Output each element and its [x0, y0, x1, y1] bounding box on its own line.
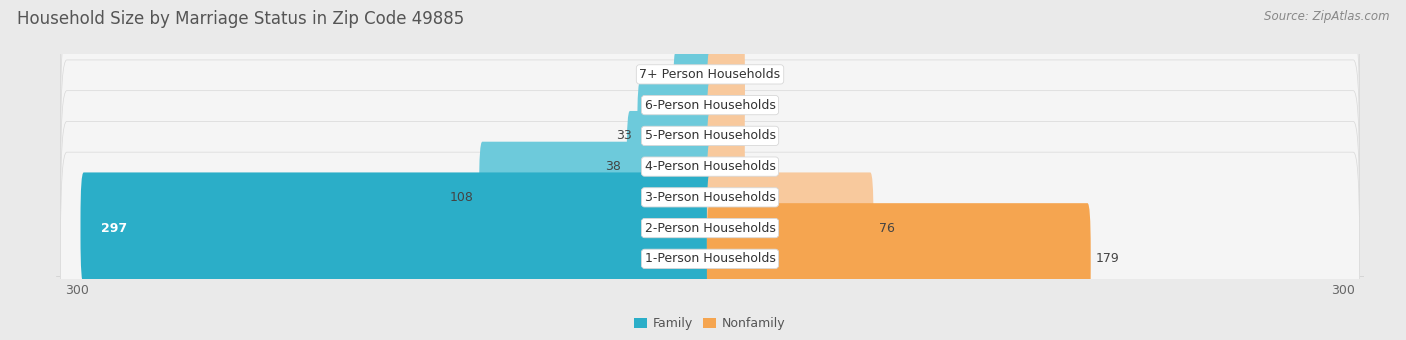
Text: 16: 16	[652, 99, 668, 112]
Text: 38: 38	[606, 160, 621, 173]
FancyBboxPatch shape	[479, 142, 713, 253]
FancyBboxPatch shape	[673, 50, 713, 161]
FancyBboxPatch shape	[60, 0, 1360, 212]
FancyBboxPatch shape	[707, 172, 873, 284]
FancyBboxPatch shape	[707, 19, 745, 130]
FancyBboxPatch shape	[60, 152, 1360, 340]
FancyBboxPatch shape	[707, 111, 745, 222]
Text: 1-Person Households: 1-Person Households	[644, 252, 776, 265]
Text: 2-Person Households: 2-Person Households	[644, 222, 776, 235]
FancyBboxPatch shape	[60, 60, 1360, 273]
Text: 297: 297	[101, 222, 127, 235]
FancyBboxPatch shape	[637, 80, 713, 191]
Text: 0: 0	[751, 160, 758, 173]
FancyBboxPatch shape	[707, 50, 745, 161]
FancyBboxPatch shape	[707, 203, 1091, 314]
Text: 7+ Person Households: 7+ Person Households	[640, 68, 780, 81]
FancyBboxPatch shape	[707, 80, 717, 191]
Text: 7: 7	[679, 68, 688, 81]
Text: 6-Person Households: 6-Person Households	[644, 99, 776, 112]
Text: 3-Person Households: 3-Person Households	[644, 191, 776, 204]
Text: 33: 33	[616, 129, 633, 142]
FancyBboxPatch shape	[692, 19, 713, 130]
Text: Source: ZipAtlas.com: Source: ZipAtlas.com	[1264, 10, 1389, 23]
FancyBboxPatch shape	[627, 111, 713, 222]
Text: 0: 0	[751, 68, 758, 81]
Text: 0: 0	[751, 191, 758, 204]
FancyBboxPatch shape	[60, 91, 1360, 304]
Text: 5-Person Households: 5-Person Households	[644, 129, 776, 142]
Text: 108: 108	[450, 191, 474, 204]
FancyBboxPatch shape	[707, 142, 745, 253]
Text: 76: 76	[879, 222, 894, 235]
Legend: Family, Nonfamily: Family, Nonfamily	[630, 312, 790, 335]
Text: 4-Person Households: 4-Person Households	[644, 160, 776, 173]
Text: 0: 0	[751, 99, 758, 112]
FancyBboxPatch shape	[80, 172, 713, 284]
Text: 179: 179	[1097, 252, 1119, 265]
FancyBboxPatch shape	[60, 0, 1360, 181]
FancyBboxPatch shape	[60, 121, 1360, 335]
Text: 2: 2	[723, 129, 731, 142]
Text: Household Size by Marriage Status in Zip Code 49885: Household Size by Marriage Status in Zip…	[17, 10, 464, 28]
FancyBboxPatch shape	[60, 29, 1360, 242]
